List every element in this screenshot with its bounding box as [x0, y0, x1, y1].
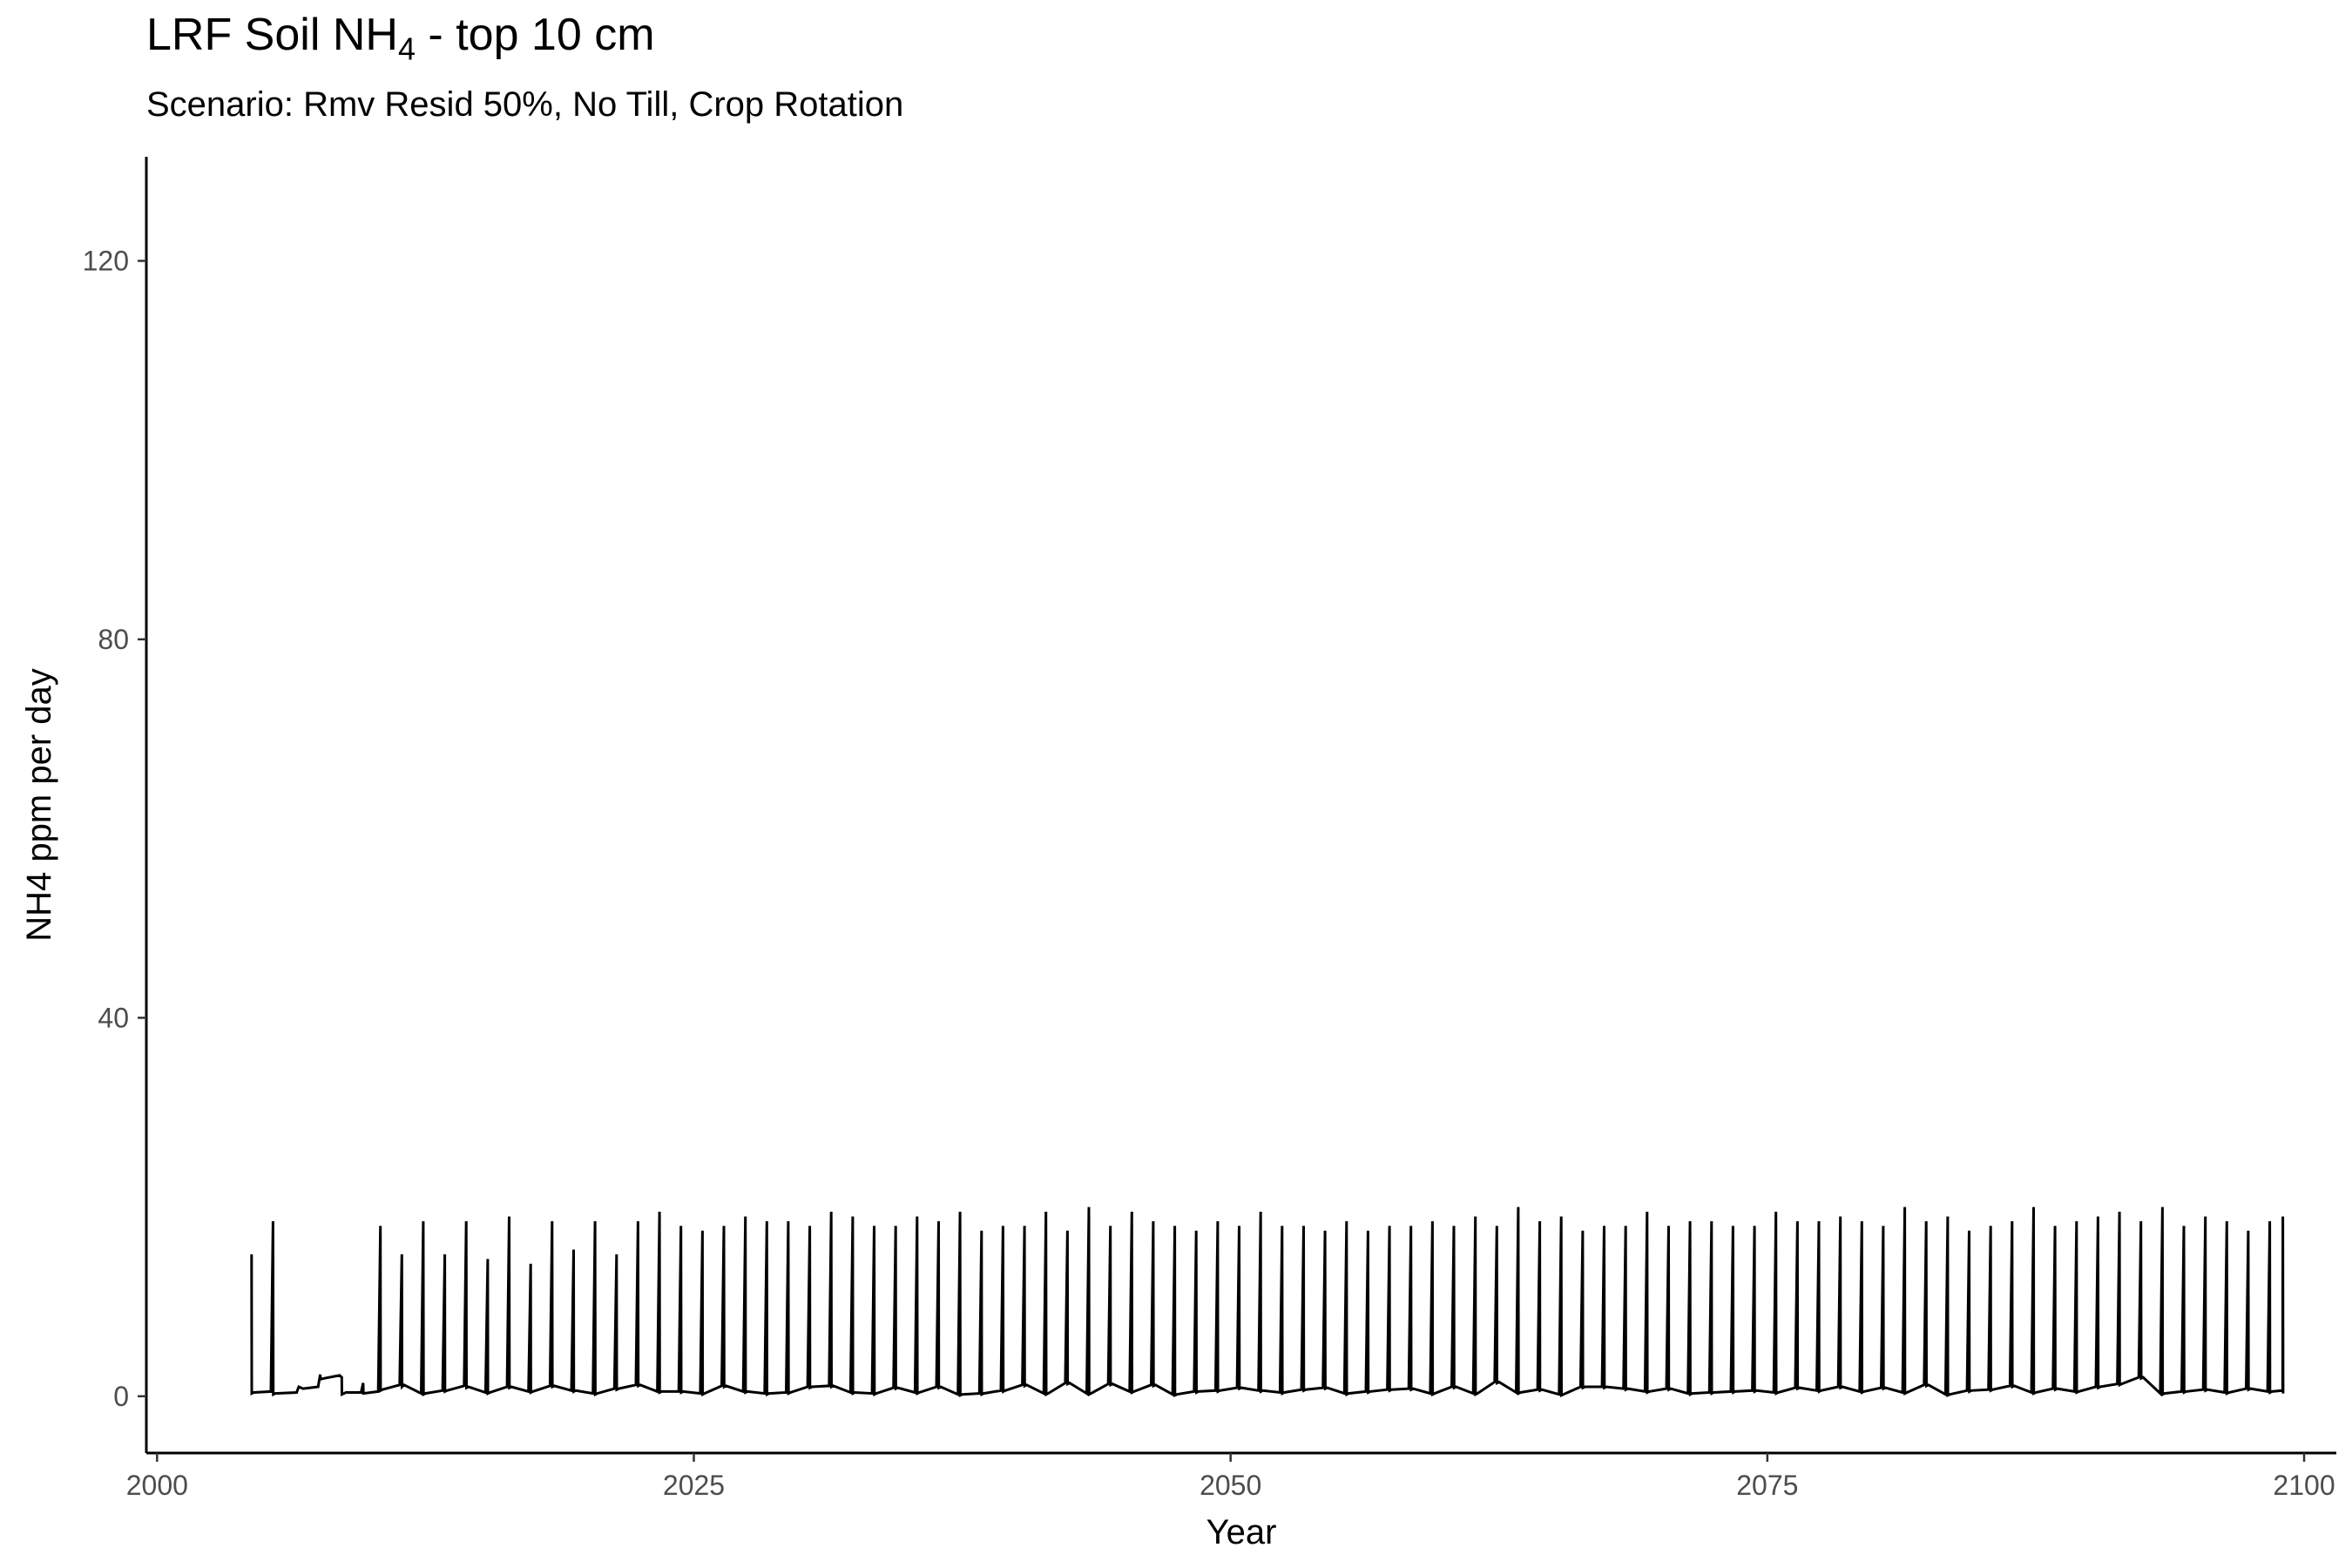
y-tick-label: 120 — [83, 245, 129, 276]
chart-title: LRF Soil NH4 - top 10 cm — [146, 9, 655, 67]
x-tick-label: 2050 — [1200, 1470, 1261, 1501]
y-tick-label: 40 — [98, 1002, 129, 1033]
plot-area — [250, 1206, 2285, 1398]
x-tick-label: 2025 — [663, 1470, 725, 1501]
y-tick-label: 80 — [98, 624, 129, 655]
axes: 2000 2025 2050 2075 2100 0 40 80 120 Year NH4 ppm … — [20, 157, 2336, 1551]
x-tick-label: 2000 — [126, 1470, 188, 1501]
y-tick-label: 0 — [113, 1381, 129, 1412]
y-axis-title: NH4 ppm per day — [20, 668, 58, 941]
chart-subtitle: Scenario: Rmv Resid 50%, No Till, Crop R… — [146, 85, 904, 124]
x-axis-title: Year — [1206, 1513, 1277, 1551]
chart-title-main: LRF Soil NH — [146, 10, 398, 60]
x-tick-label: 2100 — [2273, 1470, 2335, 1501]
x-tick-label: 2075 — [1736, 1470, 1798, 1501]
chart-title-subscript: 4 — [397, 30, 416, 67]
series-line — [250, 1206, 2285, 1398]
chart-title-suffix: - top 10 cm — [415, 10, 655, 60]
